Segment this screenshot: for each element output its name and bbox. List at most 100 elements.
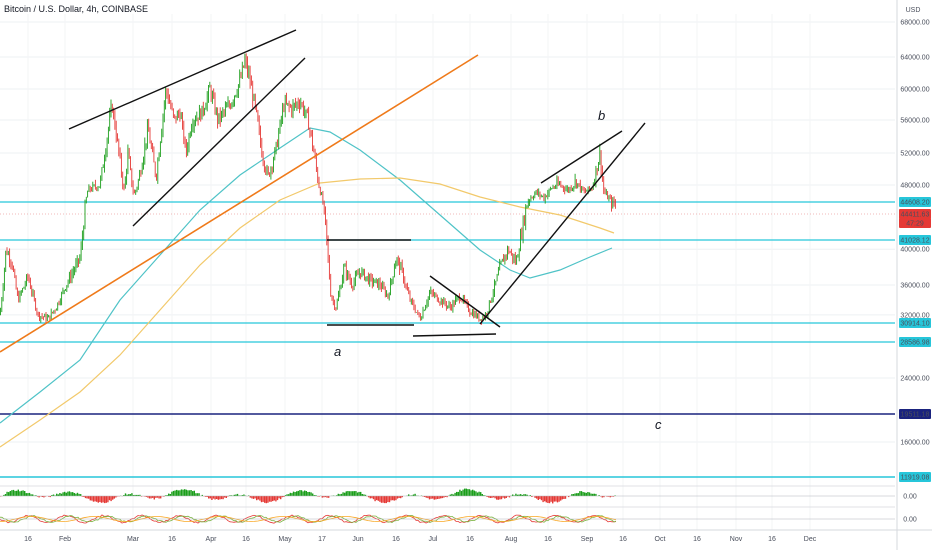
price-badge-label: 44608.20 bbox=[900, 200, 929, 207]
histogram-bar bbox=[266, 496, 267, 503]
histogram-bar bbox=[296, 491, 297, 496]
histogram-bar bbox=[354, 491, 355, 496]
histogram-bar bbox=[280, 496, 281, 499]
histogram-bar bbox=[350, 491, 351, 496]
histogram-bar bbox=[541, 496, 542, 500]
histogram-bar bbox=[93, 496, 94, 502]
histogram-bar bbox=[5, 494, 6, 496]
histogram-bar bbox=[586, 493, 587, 496]
histogram-bar bbox=[67, 492, 68, 496]
histogram-bar bbox=[186, 490, 187, 496]
y-tick-label: 36000.00 bbox=[900, 283, 929, 290]
histogram-bar bbox=[426, 496, 427, 498]
histogram-bar bbox=[56, 494, 57, 496]
x-tick-label: 16 bbox=[242, 536, 250, 543]
y-tick-label: 52000.00 bbox=[900, 151, 929, 158]
histogram-bar bbox=[582, 492, 583, 496]
axis-unit: USD bbox=[906, 7, 921, 14]
histogram-bar bbox=[554, 496, 555, 502]
histogram-bar bbox=[466, 489, 467, 496]
histogram-bar bbox=[523, 494, 524, 496]
histogram-bar bbox=[187, 490, 188, 496]
histogram-bar bbox=[301, 490, 302, 496]
histogram-bar bbox=[26, 493, 27, 496]
histogram-bar bbox=[437, 496, 438, 499]
histogram-bar bbox=[538, 496, 539, 500]
histogram-bar bbox=[214, 496, 215, 500]
histogram-bar bbox=[90, 496, 91, 500]
histogram-bar bbox=[581, 491, 582, 496]
histogram-bar bbox=[499, 496, 500, 499]
histogram-bar bbox=[198, 493, 199, 496]
histogram-bar bbox=[219, 496, 220, 499]
histogram-bar bbox=[459, 490, 460, 496]
histogram-bar bbox=[456, 492, 457, 496]
histogram-bar bbox=[59, 493, 60, 496]
histogram-bar bbox=[152, 496, 153, 498]
histogram-bar bbox=[442, 496, 443, 498]
histogram-bar bbox=[381, 496, 382, 503]
histogram-bar bbox=[27, 493, 28, 496]
histogram-bar bbox=[275, 496, 276, 501]
histogram-bar bbox=[109, 496, 110, 500]
histogram-bar bbox=[560, 496, 561, 501]
histogram-bar bbox=[290, 493, 291, 496]
histogram-bar bbox=[96, 496, 97, 502]
histogram-bar bbox=[171, 492, 172, 496]
histogram-bar bbox=[125, 493, 126, 496]
y-tick-label: 48000.00 bbox=[900, 183, 929, 190]
histogram-bar bbox=[237, 494, 238, 496]
histogram-bar bbox=[251, 496, 252, 498]
histogram-bar bbox=[192, 491, 193, 496]
x-tick-label: 16 bbox=[168, 536, 176, 543]
histogram-bar bbox=[506, 496, 507, 498]
histogram-bar bbox=[478, 492, 479, 496]
histogram-bar bbox=[29, 493, 30, 496]
histogram-bar bbox=[10, 491, 11, 496]
histogram-bar bbox=[182, 490, 183, 496]
price-badge-label: 30914.10 bbox=[900, 321, 929, 328]
candles bbox=[1, 53, 616, 324]
histogram-bar bbox=[210, 496, 211, 498]
histogram-bar bbox=[355, 491, 356, 496]
trend-line bbox=[541, 131, 622, 183]
histogram-bar bbox=[262, 496, 263, 502]
histogram-bar bbox=[371, 496, 372, 498]
histogram-bar bbox=[534, 496, 535, 498]
histogram-bar bbox=[208, 496, 209, 499]
histogram-bar bbox=[190, 490, 191, 496]
indicator-panes bbox=[0, 486, 895, 523]
histogram-bar bbox=[173, 491, 174, 496]
histogram-bar bbox=[494, 496, 495, 498]
histogram-bar bbox=[397, 496, 398, 499]
histogram-bar bbox=[104, 496, 105, 503]
ma-slow-line bbox=[0, 178, 614, 447]
histogram-bar bbox=[277, 496, 278, 500]
histogram-bar bbox=[546, 496, 547, 502]
histogram-bar bbox=[30, 494, 31, 496]
histogram-bar bbox=[110, 496, 111, 501]
histogram-bar bbox=[181, 489, 182, 496]
trend-line-orange bbox=[0, 55, 478, 352]
histogram-bar bbox=[379, 496, 380, 502]
histogram-bar bbox=[269, 496, 270, 502]
histogram-bar bbox=[326, 496, 327, 498]
histogram-bar bbox=[557, 496, 558, 502]
histogram-bar bbox=[78, 494, 79, 496]
histogram-bar bbox=[101, 496, 102, 503]
histogram-bar bbox=[430, 496, 431, 499]
histogram-bar bbox=[341, 494, 342, 496]
histogram-bar bbox=[150, 496, 151, 498]
histogram-bar bbox=[360, 492, 361, 496]
histogram-bar bbox=[358, 492, 359, 496]
histogram-bar bbox=[491, 496, 492, 498]
histogram-bar bbox=[62, 492, 63, 496]
x-tick-label: Oct bbox=[655, 536, 666, 543]
histogram-bar bbox=[294, 492, 295, 496]
histogram-bar bbox=[328, 496, 329, 498]
histogram-bar bbox=[197, 493, 198, 496]
histogram-bar bbox=[386, 496, 387, 503]
histogram-bar bbox=[470, 490, 471, 496]
